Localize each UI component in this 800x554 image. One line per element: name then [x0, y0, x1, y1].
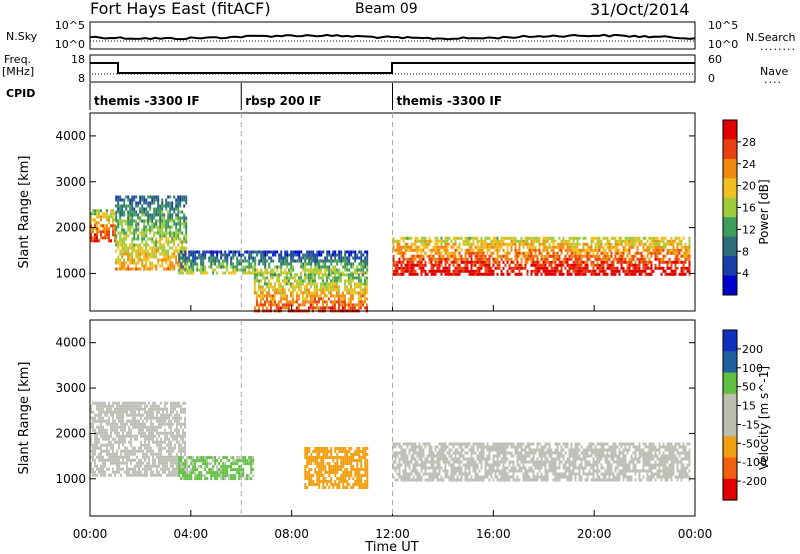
colorbar-swatch [723, 275, 737, 296]
y-tick-label: 3000 [55, 175, 86, 189]
power-y-ticks: 1000 2000 3000 4000 [55, 129, 695, 280]
freq-unit-label: [MHz] [2, 65, 35, 78]
colorbar-swatch [723, 120, 737, 140]
nave-tick-bottom: 0 [708, 72, 715, 85]
echo-region [90, 401, 186, 477]
x-axis-ticks: 00:00 04:00 08:00 12:00 16:00 20:00 00:00 [73, 113, 713, 541]
beam-label: Beam 09 [355, 1, 418, 17]
colorbar-tick-label: 20 [742, 180, 756, 193]
nsky-label: N.Sky [6, 30, 38, 43]
echo-region [115, 195, 188, 271]
colorbar-swatch [723, 256, 737, 276]
colorbar-swatch [723, 178, 737, 199]
x-tick-label: 04:00 [174, 527, 209, 541]
power-y-axis-label: Slant Range [km] [17, 156, 32, 269]
colorbar-swatch [723, 217, 737, 238]
echo-region [253, 273, 368, 313]
colorbar-swatch [723, 351, 737, 374]
echo-region [392, 442, 691, 482]
y-tick-label: 4000 [55, 129, 86, 143]
nave-tick-top: 60 [708, 53, 722, 66]
y-tick-label: 2000 [55, 426, 86, 440]
freq-tick-bottom: 8 [78, 72, 85, 85]
freq-series-line [90, 62, 695, 74]
colorbar-swatch [723, 197, 737, 218]
nsky-panel: 10^5 10^0 10^5 10^0 [55, 19, 738, 51]
colorbar-tick-label: 16 [742, 202, 756, 215]
colorbar-tick-label: 8 [742, 245, 749, 258]
power-colorbar-label: Power [dB] [757, 179, 771, 244]
colorbar-tick-label: 200 [742, 343, 763, 356]
nsearch-tick-top: 10^5 [708, 19, 738, 32]
velocity-echo-layer [90, 401, 691, 489]
colorbar-tick-label: 28 [742, 136, 756, 149]
cpid-row: themis -3300 IF rbsp 200 IF themis -3300 I… [89, 83, 503, 110]
x-tick-label: 16:00 [476, 527, 511, 541]
colorbar-swatch [723, 236, 737, 257]
echo-region [304, 447, 369, 489]
colorbar-tick-label: 12 [742, 223, 756, 236]
nsky-series-line [89, 33, 696, 41]
freq-tick-top: 18 [71, 53, 85, 66]
colorbar-tick-label: -50 [742, 437, 760, 450]
x-tick-label: 12:00 [375, 527, 410, 541]
cpid-label: CPID [6, 87, 36, 100]
velocity-colorbar-label: Velocity [m s^-1] [757, 366, 771, 470]
colorbar-swatch [723, 330, 737, 352]
y-tick-label: 2000 [55, 221, 86, 235]
freq-panel: 18 8 60 0 [71, 53, 722, 85]
nave-legend-dots: .... [764, 73, 782, 86]
y-tick-label: 1000 [55, 266, 86, 280]
cpid-segment-label: rbsp 200 IF [245, 94, 321, 108]
nave-label: Nave [760, 65, 789, 78]
colorbar-tick-label: -200 [742, 475, 767, 488]
colorbar-tick-label: 100 [742, 362, 763, 375]
y-tick-label: 1000 [55, 472, 86, 486]
colorbar-swatch [723, 457, 737, 480]
nsky-tick-top: 10^5 [55, 19, 85, 32]
colorbar-tick-label: -100 [742, 456, 767, 469]
nsearch-legend-dots: ........ [760, 40, 796, 53]
power-panel: 1000 2000 3000 4000 Slant Range [km] [17, 112, 696, 313]
velocity-panel: 1000 2000 3000 4000 Slant Range [km] [17, 319, 696, 517]
colorbar-tick-label: 15 [742, 400, 756, 413]
colorbar-frame [722, 329, 738, 501]
nsky-tick-bottom: 10^0 [55, 38, 85, 51]
date-label: 31/Oct/2014 [590, 0, 690, 19]
velocity-y-axis-label: Slant Range [km] [17, 362, 32, 475]
x-tick-label: 20:00 [577, 527, 612, 541]
velocity-y-ticks: 1000 2000 3000 4000 [55, 336, 695, 486]
colorbar-swatch [723, 139, 737, 160]
colorbar-swatch [723, 478, 737, 501]
nsearch-label: N.Search [746, 31, 796, 44]
cpid-segment-label: themis -3300 IF [94, 94, 200, 108]
echo-region [90, 209, 116, 243]
echo-region [392, 236, 691, 276]
station-title: Fort Hays East (fitACF) [90, 0, 271, 18]
colorbar-tick-label: 4 [742, 267, 749, 280]
colorbar-swatch [723, 393, 737, 416]
y-tick-label: 3000 [55, 381, 86, 395]
colorbar-swatch [723, 158, 737, 179]
colorbar-swatch [723, 372, 737, 395]
echo-region [178, 250, 369, 275]
power-echo-layer [90, 195, 691, 313]
x-tick-label: 08:00 [274, 527, 309, 541]
x-tick-label: 00:00 [678, 527, 713, 541]
power-colorbar: 28 24 20 16 12 8 4 [722, 119, 756, 296]
nsearch-tick-bottom: 10^0 [708, 38, 738, 51]
freq-label: Freq. [4, 53, 32, 66]
colorbar-tick-label: 50 [742, 381, 756, 394]
x-axis-label: Time UT [364, 540, 418, 554]
cpid-segment-label: themis -3300 IF [397, 94, 503, 108]
velocity-colorbar: 200 100 50 15 -15 -50 -100 -200 [722, 329, 767, 501]
y-tick-label: 4000 [55, 336, 86, 350]
colorbar-tick-label: -15 [742, 418, 760, 431]
colorbar-swatch [723, 415, 737, 437]
colorbar-swatch [723, 436, 737, 459]
x-tick-label: 00:00 [73, 527, 108, 541]
colorbar-tick-label: 24 [742, 158, 756, 171]
